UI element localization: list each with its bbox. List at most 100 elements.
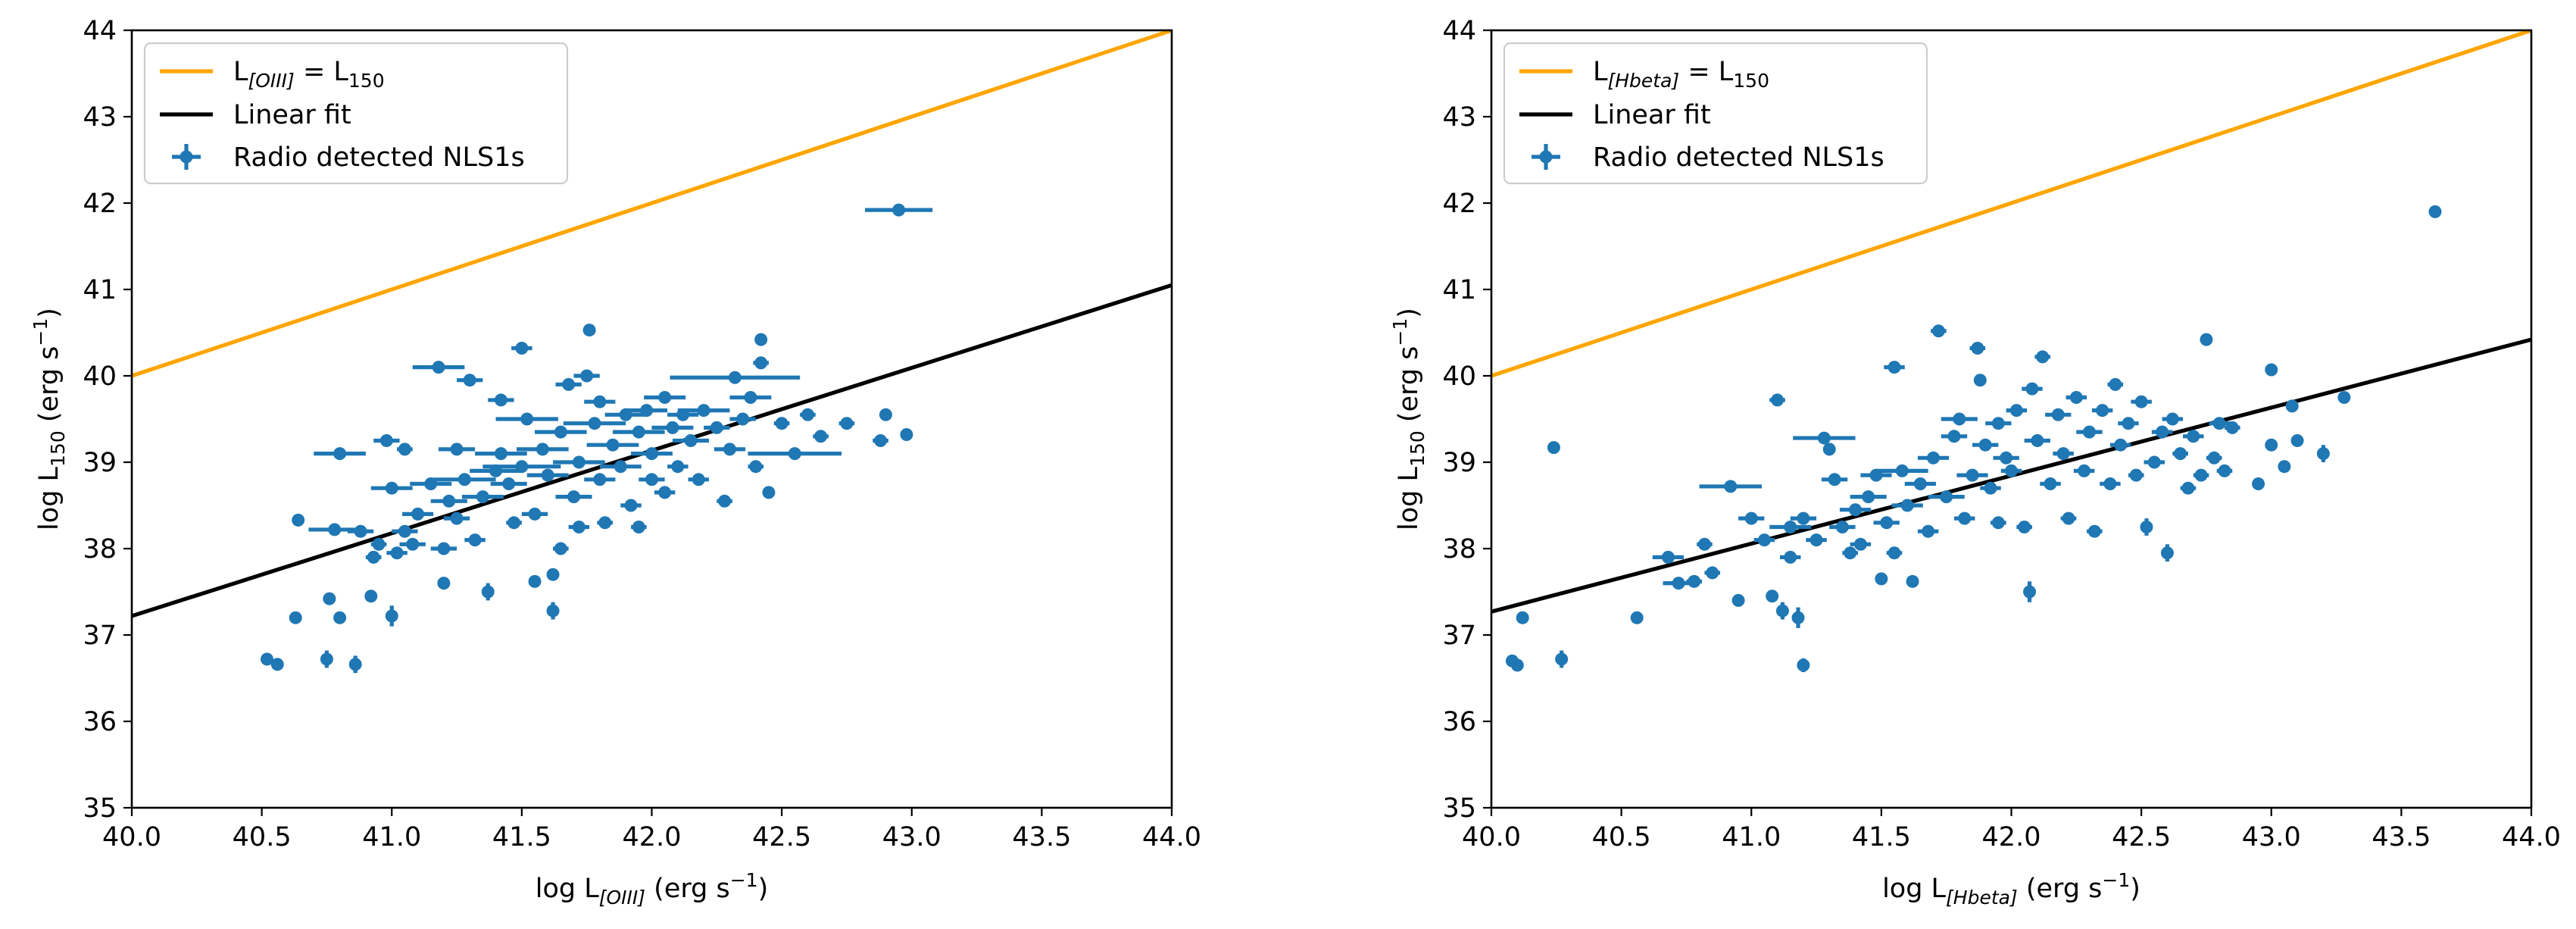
- data-marker: [1731, 593, 1745, 607]
- data-marker: [2428, 205, 2442, 218]
- data-marker: [450, 443, 464, 456]
- data-point: [2131, 395, 2152, 408]
- data-point: [626, 404, 668, 418]
- data-point: [568, 521, 590, 533]
- data-point: [260, 652, 273, 666]
- data-point: [385, 605, 398, 627]
- data-marker: [333, 447, 347, 461]
- data-marker: [598, 516, 612, 530]
- data-point: [753, 356, 769, 370]
- data-marker: [671, 460, 685, 474]
- data-point: [1697, 537, 1713, 551]
- data-point: [546, 568, 560, 581]
- data-marker: [2114, 438, 2128, 452]
- data-point: [2160, 544, 2174, 562]
- data-marker: [1973, 374, 1987, 387]
- data-point: [481, 583, 495, 601]
- data-marker: [1927, 451, 1941, 465]
- data-point: [1769, 521, 1812, 533]
- data-marker: [411, 507, 425, 521]
- legend-label: L[Hbeta] = L150: [1593, 57, 1769, 92]
- data-marker: [1809, 533, 1823, 547]
- data-marker: [515, 342, 529, 355]
- data-marker: [398, 443, 411, 456]
- x-tick-label: 44.0: [2502, 822, 2561, 852]
- data-marker: [442, 494, 456, 508]
- data-marker: [2140, 521, 2153, 533]
- data-point: [433, 473, 496, 486]
- y-tick-label: 37: [83, 621, 117, 651]
- data-marker: [879, 408, 892, 421]
- data-point: [1991, 516, 2006, 530]
- y-tick-label: 36: [83, 707, 117, 737]
- data-point: [2428, 205, 2442, 218]
- data-marker: [2005, 464, 2018, 477]
- data-point: [2193, 468, 2209, 482]
- data-marker: [2056, 447, 2070, 461]
- data-point: [670, 371, 801, 384]
- data-marker: [1862, 490, 1875, 504]
- data-point: [654, 486, 676, 499]
- data-point: [348, 655, 362, 674]
- data-marker: [1913, 477, 1927, 490]
- data-marker: [2096, 404, 2109, 418]
- data-point: [2060, 511, 2077, 525]
- x-tick-label: 41.0: [1722, 822, 1781, 852]
- data-point: [1980, 481, 2001, 495]
- data-marker: [762, 486, 776, 499]
- data-point: [2180, 481, 2197, 495]
- data-point: [813, 430, 829, 443]
- data-marker: [1875, 572, 1888, 586]
- data-point: [517, 443, 569, 456]
- data-marker: [1953, 412, 1966, 426]
- x-tick-label: 42.5: [2112, 822, 2171, 852]
- data-point: [430, 542, 457, 555]
- data-marker: [437, 542, 451, 555]
- x-tick-label: 42.0: [1982, 822, 2041, 852]
- data-marker: [606, 438, 620, 452]
- data-marker: [710, 421, 723, 434]
- data-point: [644, 391, 686, 404]
- data-marker: [1688, 574, 1701, 588]
- data-point: [1941, 412, 1978, 426]
- data-marker: [546, 568, 560, 581]
- data-point: [1555, 650, 1569, 668]
- data-marker: [562, 377, 576, 391]
- data-point: [620, 499, 642, 512]
- data-marker: [2290, 434, 2304, 447]
- y-tick-label: 43: [1442, 102, 1476, 133]
- data-marker: [2087, 524, 2101, 538]
- data-marker: [2009, 404, 2023, 418]
- data-marker: [367, 550, 380, 564]
- data-marker: [468, 533, 482, 547]
- data-points: [260, 203, 933, 674]
- data-point: [430, 494, 467, 508]
- data-point: [2265, 438, 2278, 452]
- data-marker: [348, 658, 362, 671]
- data-point: [386, 546, 407, 560]
- data-marker: [2207, 451, 2221, 465]
- data-point: [631, 521, 647, 533]
- data-marker: [2147, 455, 2161, 469]
- data-marker: [494, 447, 507, 461]
- data-marker: [2265, 363, 2278, 377]
- data-point: [1993, 451, 2019, 465]
- data-point: [1738, 511, 1765, 525]
- data-marker: [554, 542, 567, 555]
- data-marker: [2078, 464, 2091, 477]
- data-point: [482, 460, 561, 474]
- data-point: [2252, 477, 2265, 490]
- data-point: [555, 490, 592, 504]
- data-marker: [292, 513, 305, 527]
- data-point: [1766, 590, 1779, 603]
- data-marker: [900, 428, 913, 442]
- data-point: [490, 477, 527, 490]
- data-marker: [2156, 425, 2169, 439]
- data-point: [2045, 408, 2072, 421]
- data-point: [838, 417, 855, 430]
- data-point: [1821, 473, 1848, 486]
- data-marker: [333, 611, 347, 624]
- data-marker: [1958, 511, 1972, 525]
- data-point: [521, 507, 548, 521]
